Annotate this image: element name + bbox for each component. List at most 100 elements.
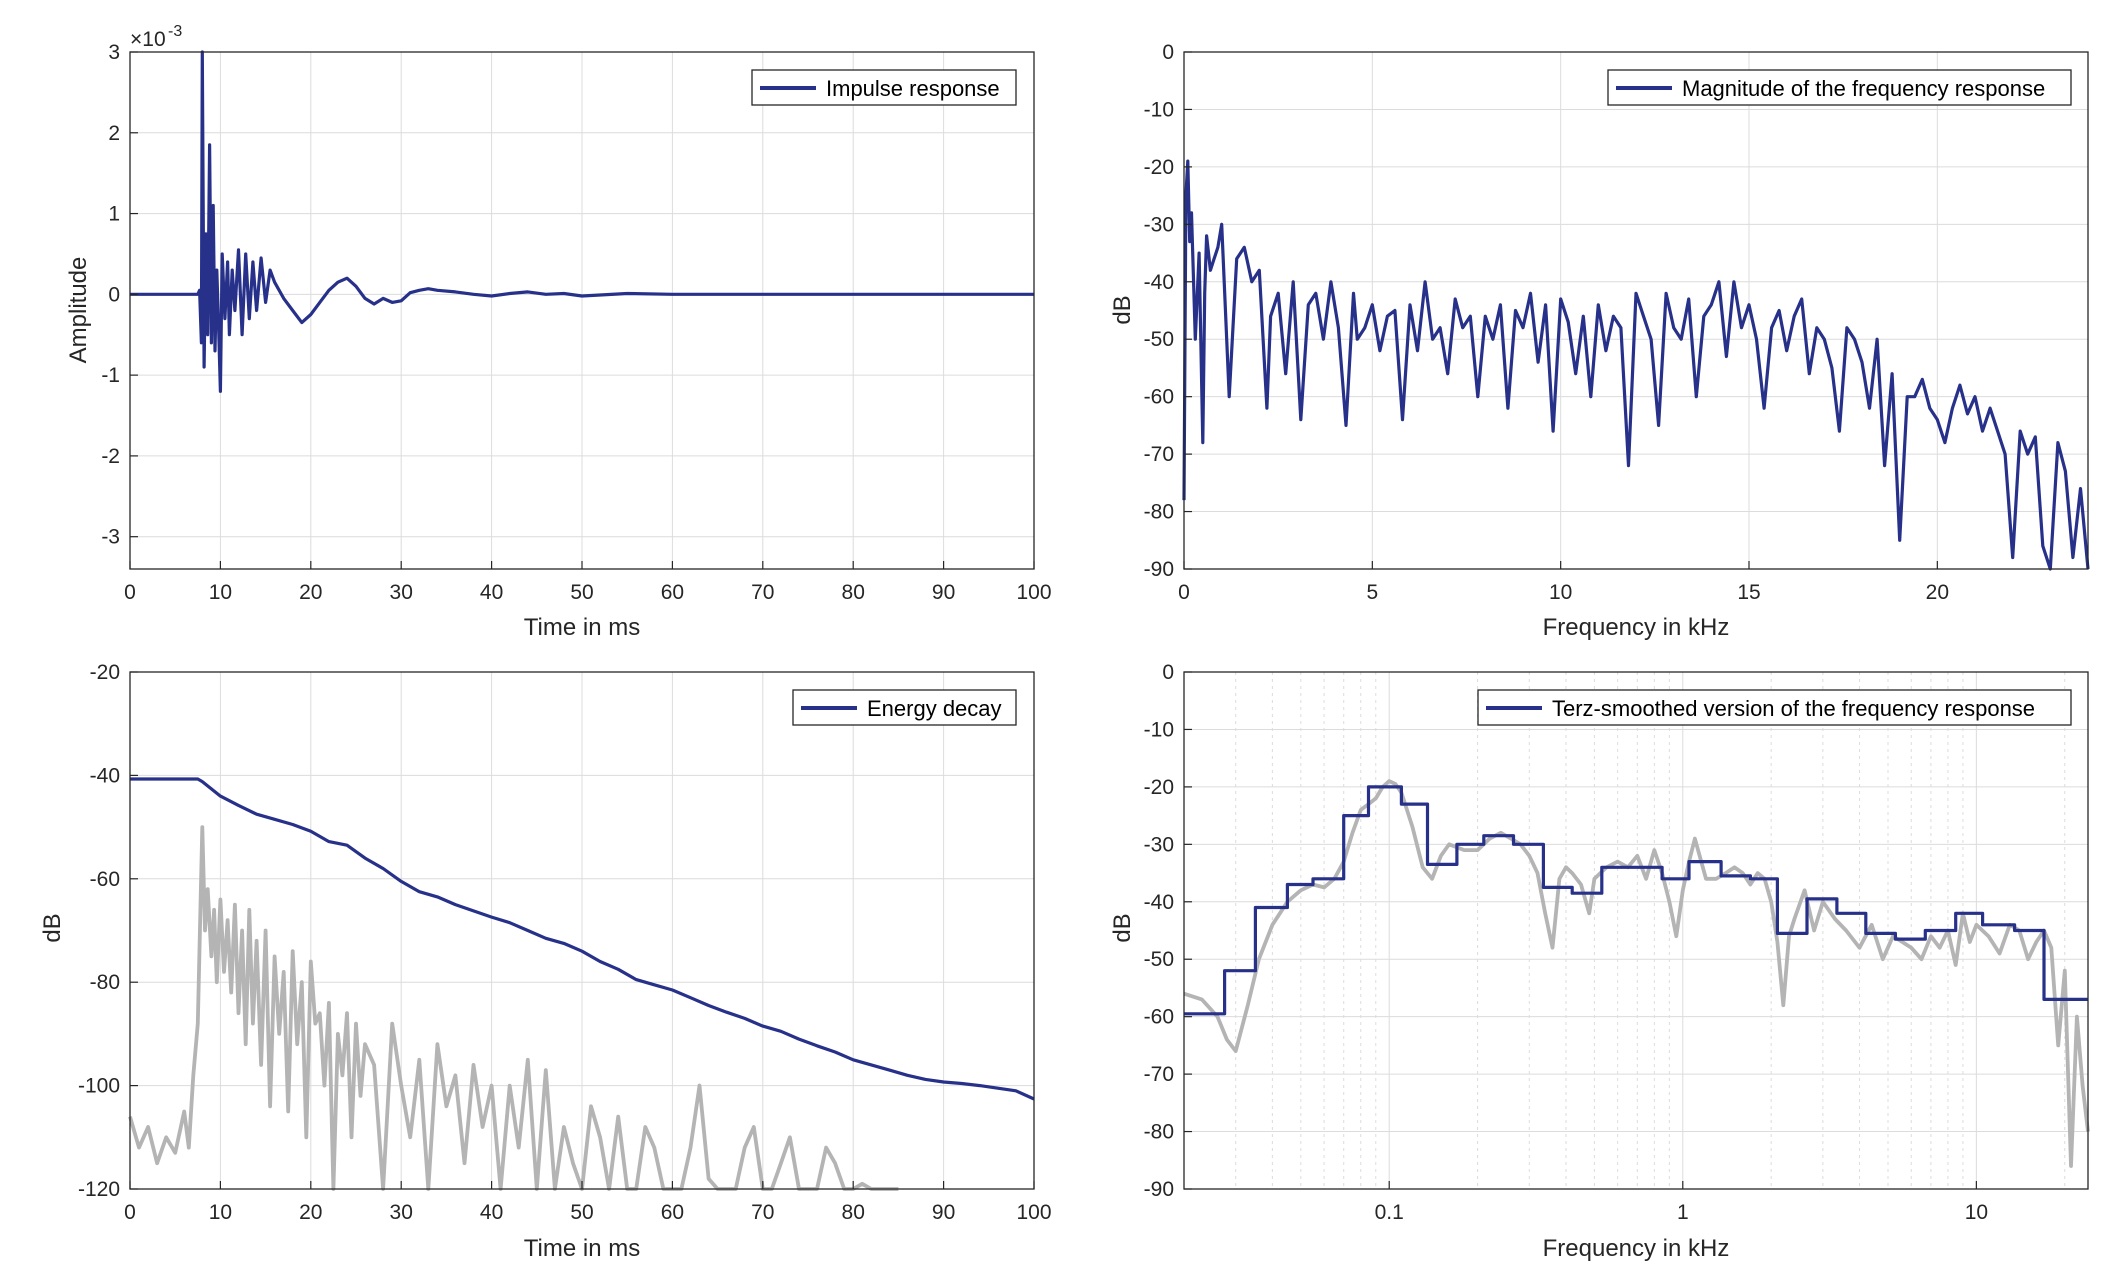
legend-box xyxy=(1477,689,2072,726)
legend-label: Magnitude of the frequency response xyxy=(1682,76,2045,101)
exponent-value: -3 xyxy=(168,23,182,40)
x-tick-label: 10 xyxy=(1549,581,1572,604)
legend-label: Impulse response xyxy=(826,76,1000,101)
x-tick-label: 100 xyxy=(1016,581,1051,604)
legend-energy-decay: Energy decay xyxy=(792,689,1017,726)
series-line xyxy=(1184,785,2088,1016)
y-tick-label: 2 xyxy=(108,122,120,145)
series-line xyxy=(1182,159,2090,571)
y-tick-label: -90 xyxy=(1144,558,1174,581)
y-tick-label: -80 xyxy=(1144,1121,1174,1144)
exponent-label: ×10 xyxy=(130,28,166,51)
x-tick-label: 20 xyxy=(1926,581,1949,604)
y-tick-label: -30 xyxy=(1144,213,1174,236)
y-tick-label: -120 xyxy=(78,1178,120,1201)
x-tick-label: 90 xyxy=(932,1201,955,1224)
legend-box xyxy=(751,69,1017,106)
x-axis-label: Frequency in kHz xyxy=(1543,1235,1730,1262)
reference-line xyxy=(128,825,899,1191)
x-tick-label: 60 xyxy=(661,581,684,604)
series-group xyxy=(1183,779,2090,1168)
y-tick-label: -70 xyxy=(1144,1063,1174,1086)
x-tick-label: 50 xyxy=(570,581,593,604)
y-tick-label: -30 xyxy=(1144,833,1174,856)
legend-terz-smoothed: Terz-smoothed version of the frequency r… xyxy=(1477,689,2072,726)
x-tick-label: 80 xyxy=(842,1201,865,1224)
x-tick-label: 0 xyxy=(124,581,136,604)
y-tick-label: -60 xyxy=(1144,386,1174,409)
y-tick-label: -80 xyxy=(90,971,120,994)
x-tick-label: 1 xyxy=(1677,1201,1689,1224)
y-tick-label: 3 xyxy=(108,41,120,64)
y-tick-label: -50 xyxy=(1144,948,1174,971)
y-tick-label: -100 xyxy=(78,1075,120,1098)
x-tick-label: 30 xyxy=(390,581,413,604)
y-tick-label: -60 xyxy=(90,868,120,891)
series-group xyxy=(1182,159,2090,571)
x-axis-label: Time in ms xyxy=(524,614,640,641)
tick-labels: 0 10 20 30 40 50 60 70 80 90 100 -20 -40 -60 -80 -100 -1… xyxy=(78,661,1052,1224)
x-tick-label: 70 xyxy=(751,1201,774,1224)
y-tick-label: -60 xyxy=(1144,1006,1174,1029)
reference-line xyxy=(1183,779,2090,1168)
tick-labels: 0 5 10 15 20 0 -10 -20 -30 -40 -50 -60 -70 -80 -90 xyxy=(1144,41,1949,604)
y-tick-label: -40 xyxy=(1144,891,1174,914)
y-tick-label: 1 xyxy=(108,203,120,226)
x-tick-label: 60 xyxy=(661,1201,684,1224)
y-axis-label: dB xyxy=(1109,295,1136,324)
tick-labels: 0.1 1 10 0 -10 -20 -30 -40 -50 -60 -70 -80 -90 xyxy=(1144,661,1988,1224)
y-tick-label: -80 xyxy=(1144,501,1174,524)
series-group xyxy=(130,50,1034,393)
y-tick-label: -50 xyxy=(1144,328,1174,351)
x-tick-label: 30 xyxy=(390,1201,413,1224)
series-line xyxy=(130,777,1035,1101)
y-tick-label: -20 xyxy=(1144,776,1174,799)
y-tick-label: -10 xyxy=(1144,718,1174,741)
y-tick-label: -10 xyxy=(1144,98,1174,121)
x-tick-label: 10 xyxy=(1965,1201,1988,1224)
y-tick-label: -40 xyxy=(90,764,120,787)
frequency-response-plot: 0 5 10 15 20 0 -10 -20 -30 -40 -50 -60 -70 -80 -90 Mag… xyxy=(1109,41,2090,641)
tick-labels: 0 10 20 30 40 50 60 70 80 90 100 -3 -2 -1 0 1 2 3 xyxy=(101,41,1051,604)
x-axis-label: Time in ms xyxy=(524,1235,640,1262)
impulse-response-plot: ×10 -3 0 10 20 30 40 50 60 70 80 90 100-3-2-10123 … xyxy=(65,23,1052,641)
y-axis-label: dB xyxy=(1109,913,1136,942)
y-tick-label: -3 xyxy=(101,526,120,549)
y-tick-label: -40 xyxy=(1144,271,1174,294)
x-tick-label: 80 xyxy=(842,581,865,604)
x-tick-label: 10 xyxy=(209,581,232,604)
x-tick-label: 70 xyxy=(751,581,774,604)
x-tick-label: 50 xyxy=(570,1201,593,1224)
y-axis-label: dB xyxy=(39,913,66,942)
x-tick-label: 0 xyxy=(1178,581,1190,604)
legend-box xyxy=(1607,69,2072,106)
grid xyxy=(129,51,1035,569)
y-tick-label: 0 xyxy=(108,283,120,306)
y-tick-label: -2 xyxy=(101,445,120,468)
x-tick-label: 20 xyxy=(299,1201,322,1224)
x-tick-label: 10 xyxy=(209,1201,232,1224)
y-tick-label: 0 xyxy=(1162,41,1174,64)
terz-smoothed-plot: 0.1 1 10 0 -10 -20 -30 -40 -50 -60 -70 -80 -90 Terz-… xyxy=(1109,661,2090,1262)
x-tick-label: 0.1 xyxy=(1375,1201,1404,1224)
series-line xyxy=(130,50,1034,393)
y-tick-label: -20 xyxy=(1144,156,1174,179)
y-tick-label: -20 xyxy=(90,661,120,684)
axes-frame xyxy=(1183,51,2089,570)
legend-label: Terz-smoothed version of the frequency r… xyxy=(1552,696,2035,721)
y-tick-label: -90 xyxy=(1144,1178,1174,1201)
axes-frame xyxy=(1183,671,2089,1190)
y-tick-label: 0 xyxy=(1162,661,1174,684)
legend-label: Energy decay xyxy=(867,696,1002,721)
x-tick-label: 0 xyxy=(124,1201,136,1224)
x-tick-label: 100 xyxy=(1016,1201,1051,1224)
x-tick-label: 40 xyxy=(480,581,503,604)
legend-impulse-response: Impulse response xyxy=(751,69,1017,106)
x-tick-label: 5 xyxy=(1366,581,1378,604)
y-tick-label: -70 xyxy=(1144,443,1174,466)
y-tick-label: -1 xyxy=(101,364,120,387)
y-axis-label: Amplitude xyxy=(65,257,92,364)
legend-frequency-response: Magnitude of the frequency response xyxy=(1607,69,2072,106)
x-tick-label: 20 xyxy=(299,581,322,604)
